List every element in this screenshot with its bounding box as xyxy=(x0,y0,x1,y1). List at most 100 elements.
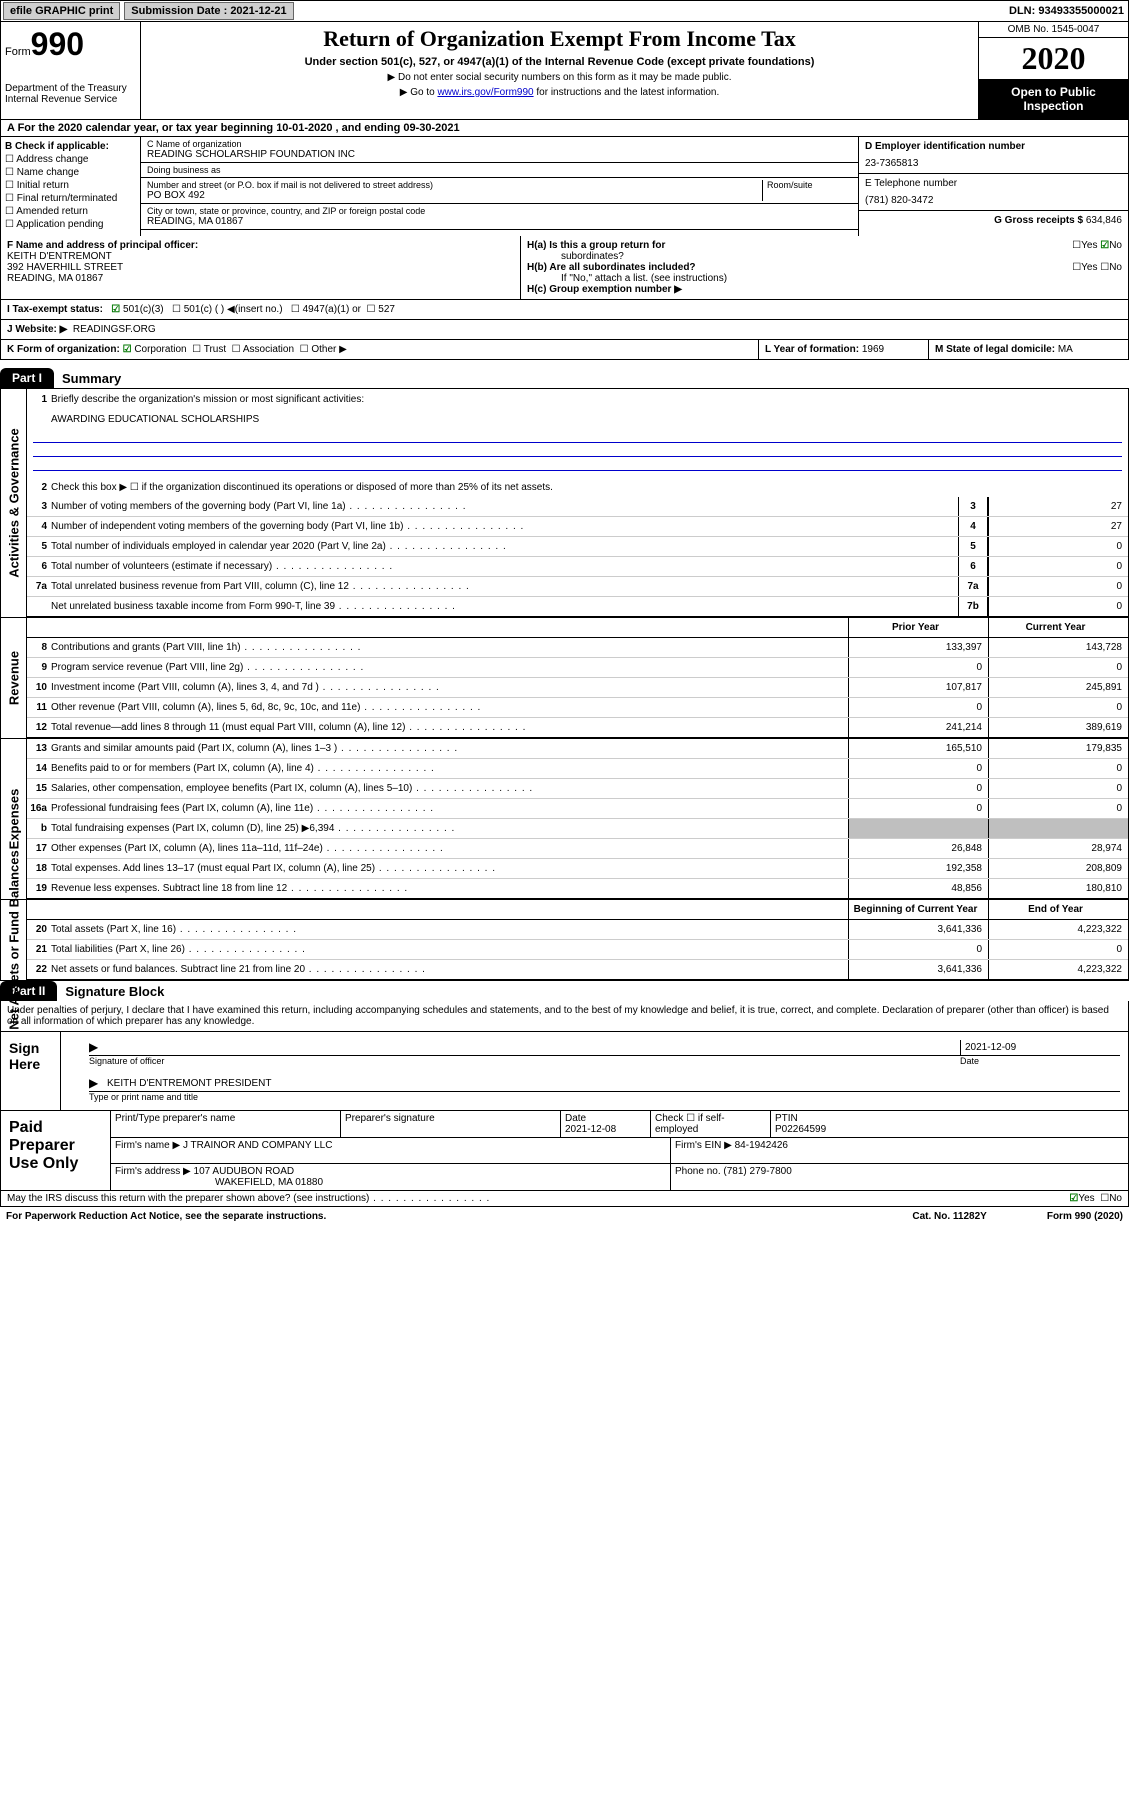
city-value: READING, MA 01867 xyxy=(147,216,852,227)
ptin-value: P02264599 xyxy=(775,1124,826,1135)
state-domicile: M State of legal domicile: MA xyxy=(928,340,1128,359)
prior-value: 241,214 xyxy=(848,718,988,737)
note2-pre: ▶ Go to xyxy=(400,87,438,98)
preparer-name-label: Print/Type preparer's name xyxy=(115,1113,336,1124)
tax-501c3[interactable]: 501(c)(3) xyxy=(123,304,164,315)
gross-receipts-cell: G Gross receipts $ 634,846 xyxy=(859,211,1128,230)
ein-value: 23-7365813 xyxy=(865,158,1122,169)
line-value: 0 xyxy=(988,597,1128,616)
prior-value: 0 xyxy=(848,658,988,677)
form990-link[interactable]: www.irs.gov/Form990 xyxy=(437,87,533,98)
line-desc: Total fundraising expenses (Part IX, col… xyxy=(51,821,848,836)
firm-name-label: Firm's name ▶ xyxy=(115,1140,180,1151)
ptin-cell: PTIN P02264599 xyxy=(771,1111,1128,1137)
hb-label: H(b) Are all subordinates included? xyxy=(527,262,696,273)
tax-501c[interactable]: 501(c) ( ) ◀(insert no.) xyxy=(184,304,283,315)
tax-4947[interactable]: 4947(a)(1) or xyxy=(303,304,361,315)
discuss-yes[interactable]: Yes xyxy=(1078,1193,1094,1204)
hb-note: If "No," attach a list. (see instruction… xyxy=(561,273,1122,284)
ha-no[interactable]: No xyxy=(1109,240,1122,251)
line-box: 6 xyxy=(958,557,988,576)
efile-button[interactable]: efile GRAPHIC print xyxy=(3,2,120,20)
sign-here-fields: 2021-12-09 Signature of officer Date KEI… xyxy=(61,1032,1128,1110)
submission-date-button[interactable]: Submission Date : 2021-12-21 xyxy=(124,2,293,20)
part1-tab: Part I xyxy=(0,368,54,388)
form-subtitle: Under section 501(c), 527, or 4947(a)(1)… xyxy=(145,56,974,68)
sig-type-label: Type or print name and title xyxy=(89,1092,1120,1102)
current-value: 180,810 xyxy=(988,879,1128,898)
line-desc: Total number of individuals employed in … xyxy=(51,539,958,554)
org-assoc[interactable]: Association xyxy=(243,344,294,355)
tax-527[interactable]: 527 xyxy=(378,304,395,315)
line-box: 7a xyxy=(958,577,988,596)
firm-ein-value: 84-1942426 xyxy=(735,1140,788,1151)
check-initial-return[interactable]: ☐ Initial return xyxy=(5,180,136,191)
line-value: 27 xyxy=(988,517,1128,536)
line-number: 18 xyxy=(27,863,51,874)
line-desc: Benefits paid to or for members (Part IX… xyxy=(51,761,848,776)
ptin-label: PTIN xyxy=(775,1113,798,1124)
year-formation-value: 1969 xyxy=(862,344,884,355)
line-value: 0 xyxy=(988,557,1128,576)
line-desc: Professional fundraising fees (Part IX, … xyxy=(51,801,848,816)
gov-row: Net unrelated business taxable income fr… xyxy=(27,597,1128,617)
prior-value: 3,641,336 xyxy=(848,920,988,939)
org-trust[interactable]: Trust xyxy=(204,344,226,355)
ha-yes[interactable]: Yes xyxy=(1081,240,1097,251)
data-row: 16aProfessional fundraising fees (Part I… xyxy=(27,799,1128,819)
row-klm: K Form of organization: ☑ Corporation ☐ … xyxy=(0,340,1129,360)
line-desc: Net assets or fund balances. Subtract li… xyxy=(51,962,848,977)
firm-addr1-value: 107 AUDUBON ROAD xyxy=(194,1166,295,1177)
check-address-change[interactable]: ☐ Address change xyxy=(5,154,136,165)
check-amended-return[interactable]: ☐ Amended return xyxy=(5,206,136,217)
mission-text: AWARDING EDUCATIONAL SCHOLARSHIPS xyxy=(51,412,1128,427)
line-desc: Revenue less expenses. Subtract line 18 … xyxy=(51,881,848,896)
line-number: 8 xyxy=(27,642,51,653)
check-final-return[interactable]: ☐ Final return/terminated xyxy=(5,193,136,204)
prep-date-label: Date xyxy=(565,1113,586,1124)
org-other[interactable]: Other ▶ xyxy=(311,344,346,355)
data-row: 11Other revenue (Part VIII, column (A), … xyxy=(27,698,1128,718)
gov-row: 6Total number of volunteers (estimate if… xyxy=(27,557,1128,577)
sig-name-value: KEITH D'ENTREMONT PRESIDENT xyxy=(103,1076,1120,1091)
line-number: 22 xyxy=(27,964,51,975)
col-c: C Name of organization READING SCHOLARSH… xyxy=(141,137,858,236)
self-employed-check[interactable]: Check ☐ if self-employed xyxy=(651,1111,771,1137)
part1-header: Part I Summary xyxy=(0,368,1129,388)
current-value: 389,619 xyxy=(988,718,1128,737)
firm-addr2-value: WAKEFIELD, MA 01880 xyxy=(215,1177,323,1188)
line-desc: Total expenses. Add lines 13–17 (must eq… xyxy=(51,861,848,876)
sign-here-label: Sign Here xyxy=(1,1032,61,1110)
section-net-assets: Net Assets or Fund Balances Beginning of… xyxy=(0,900,1129,981)
discuss-no[interactable]: No xyxy=(1109,1193,1122,1204)
line-number: b xyxy=(27,823,51,834)
check-application-pending[interactable]: ☐ Application pending xyxy=(5,219,136,230)
prior-value: 133,397 xyxy=(848,638,988,657)
footer-note: For Paperwork Reduction Act Notice, see … xyxy=(0,1207,1129,1226)
current-value: 0 xyxy=(988,658,1128,677)
line2-text: Check this box ▶ ☐ if the organization d… xyxy=(51,480,1128,495)
col-b-header: B Check if applicable: xyxy=(5,141,136,152)
line-desc: Other expenses (Part IX, column (A), lin… xyxy=(51,841,848,856)
city-cell: City or town, state or province, country… xyxy=(141,204,858,230)
prior-value: 107,817 xyxy=(848,678,988,697)
note2-post: for instructions and the latest informat… xyxy=(534,87,720,98)
line-number: 20 xyxy=(27,924,51,935)
current-value: 0 xyxy=(988,698,1128,717)
line-number: 7a xyxy=(27,581,51,592)
current-value: 208,809 xyxy=(988,859,1128,878)
check-name-change[interactable]: ☐ Name change xyxy=(5,167,136,178)
line-desc: Contributions and grants (Part VIII, lin… xyxy=(51,640,848,655)
phone-cell: E Telephone number (781) 820-3472 xyxy=(859,174,1128,211)
topbar: efile GRAPHIC print Submission Date : 20… xyxy=(0,0,1129,22)
part1-title: Summary xyxy=(62,371,121,386)
section-expenses: Expenses 13Grants and similar amounts pa… xyxy=(0,739,1129,900)
org-corp[interactable]: Corporation xyxy=(134,344,186,355)
line-number: 13 xyxy=(27,743,51,754)
vtab-net-assets: Net Assets or Fund Balances xyxy=(1,900,27,980)
line-desc: Total liabilities (Part X, line 26) xyxy=(51,942,848,957)
col-current-year: Current Year xyxy=(988,618,1128,637)
vtab-governance: Activities & Governance xyxy=(1,389,27,617)
gov-row: 5Total number of individuals employed in… xyxy=(27,537,1128,557)
gov-row: 3Number of voting members of the governi… xyxy=(27,497,1128,517)
